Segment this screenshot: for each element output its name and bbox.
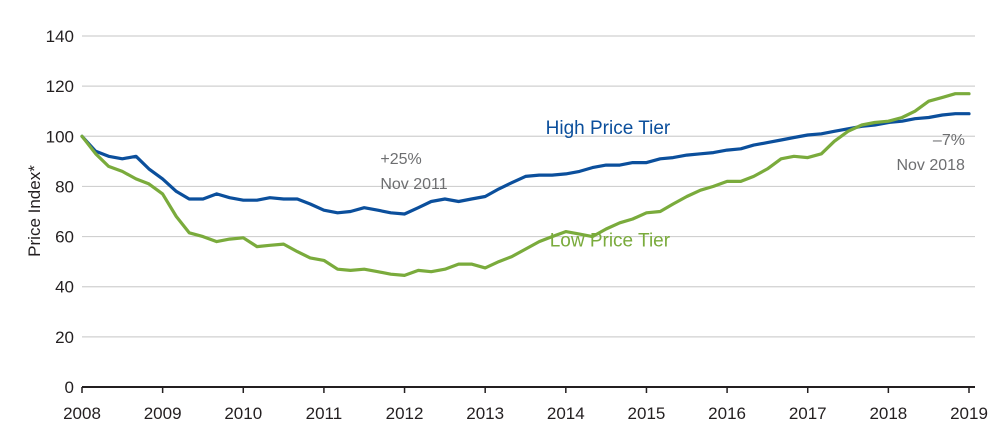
annotation-date: Nov 2011: [380, 176, 447, 193]
series-lines: [80, 92, 971, 277]
y-tick-label: 120: [46, 77, 74, 96]
annotation: +25% Nov 2011: [380, 151, 447, 193]
annotation-date: Nov 2018: [896, 157, 965, 174]
series-line-low-price-tier: [80, 92, 971, 277]
x-tick-label: 2009: [144, 404, 182, 423]
y-tick-label: 100: [46, 127, 74, 146]
annotation-change: +25%: [380, 151, 421, 168]
x-tick-label: 2011: [306, 404, 343, 423]
y-tick-label: 80: [55, 177, 74, 196]
x-axis: 2008 2009 2010 2011 2012 2013 2014 2015 2016 2017…: [63, 386, 988, 423]
gridlines: [82, 35, 975, 338]
annotation: –7% Nov 2018: [896, 132, 965, 174]
x-tick-label: 2016: [708, 404, 746, 423]
y-tick-label: 40: [55, 278, 74, 297]
y-axis-tick-labels: 0 20 40 60 80 100 120 140: [46, 27, 74, 397]
y-tick-label: 140: [46, 27, 74, 46]
x-tick-label: 2015: [628, 404, 666, 423]
x-tick-label: 2019: [950, 404, 988, 423]
x-tick-label: 2012: [386, 404, 424, 423]
x-tick-label: 2010: [224, 404, 262, 423]
y-tick-label: 20: [55, 328, 74, 347]
series-line-high-price-tier: [80, 112, 971, 216]
y-axis-title: Price Index*: [25, 165, 44, 257]
y-tick-label: 60: [55, 228, 74, 247]
y-tick-label: 0: [65, 378, 74, 397]
x-tick-label: 2008: [63, 404, 101, 423]
series-labels: High Price Tier Low Price Tier: [546, 118, 671, 252]
x-tick-label: 2014: [547, 404, 585, 423]
series-label-high-price-tier: High Price Tier: [546, 118, 671, 139]
x-tick-label: 2018: [869, 404, 907, 423]
x-tick-label: 2017: [789, 404, 827, 423]
x-tick-label: 2013: [466, 404, 504, 423]
annotations: +25% Nov 2011 –7% Nov 2018: [380, 132, 965, 193]
annotation-change: –7%: [933, 132, 965, 149]
series-label-low-price-tier: Low Price Tier: [550, 231, 671, 252]
